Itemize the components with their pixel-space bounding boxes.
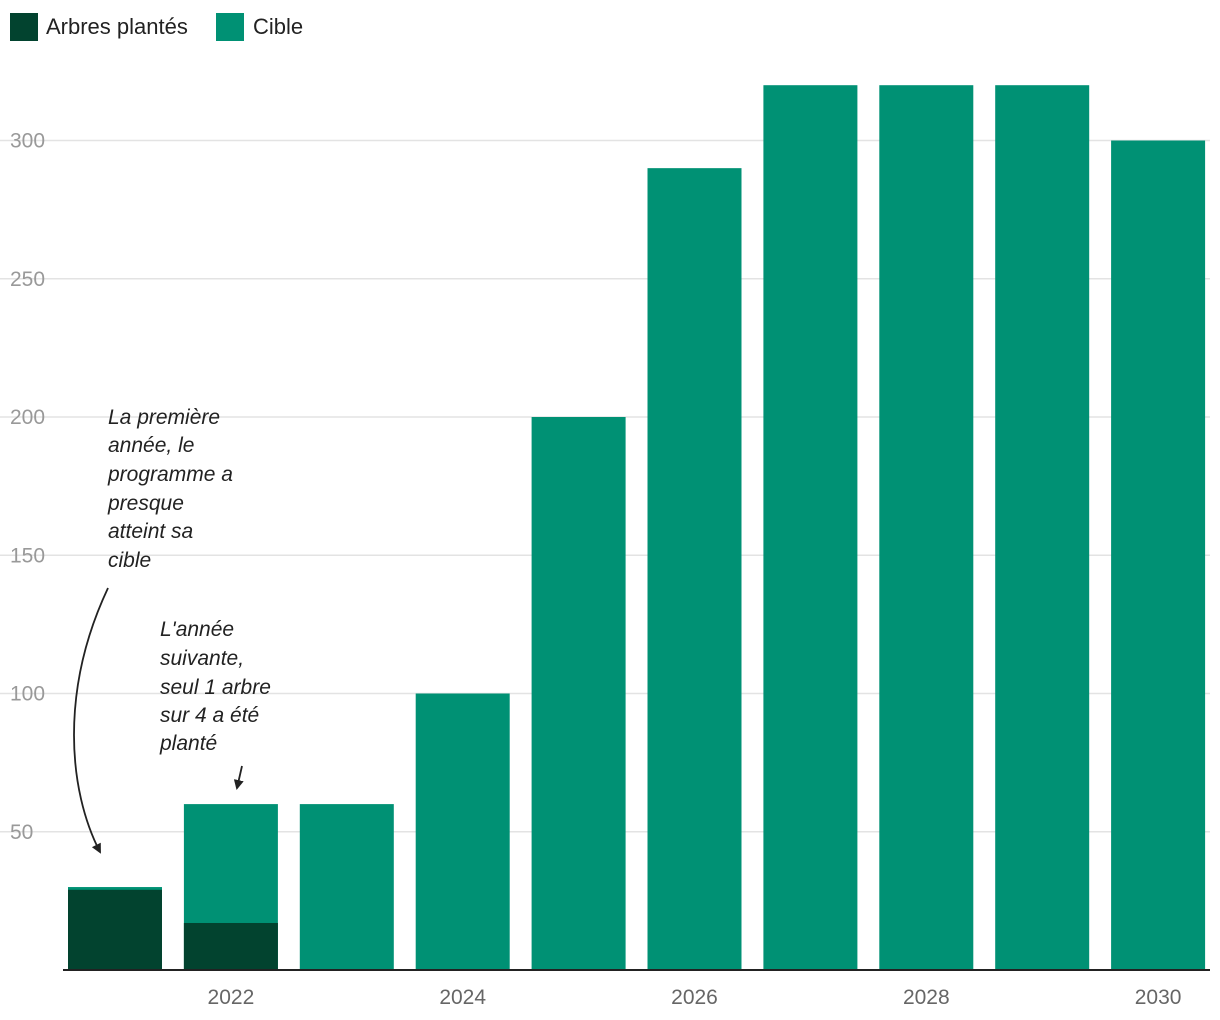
- annotation-first-year: La première année, le programme a presqu…: [73, 406, 233, 854]
- x-tick-label-2024: 2024: [439, 986, 486, 1009]
- y-tick-label-300: 300: [10, 130, 45, 153]
- legend-label-arbres-plantes: Arbres plantés: [46, 14, 188, 39]
- annotation-1-line-4: presque: [107, 492, 184, 515]
- bar-cible-2027: [763, 85, 858, 970]
- x-tick-label-2028: 2028: [903, 986, 950, 1009]
- x-axis-ticks: 2022 2024 2026 2028 2030: [208, 986, 1182, 1009]
- y-tick-label-200: 200: [10, 406, 45, 429]
- annotation-2-line-3: seul 1 arbre: [160, 676, 271, 699]
- annotation-1-line-2: année, le: [108, 434, 194, 457]
- y-tick-label-250: 250: [10, 268, 45, 291]
- annotation-2-line-5: planté: [159, 732, 217, 755]
- x-tick-label-2030: 2030: [1135, 986, 1182, 1009]
- bar-cible-2030: [1111, 140, 1206, 970]
- x-tick-label-2022: 2022: [208, 986, 255, 1009]
- legend-swatch-arbres-plantes: [10, 13, 38, 41]
- bar-cible-2026: [647, 168, 742, 970]
- annotation-1-line-3: programme a: [107, 463, 233, 486]
- y-axis-ticks: 50 100 150 200 250 300: [10, 130, 45, 844]
- bar-arbres-plantes-2021: [68, 889, 162, 970]
- annotation-1-arrow: [73, 587, 109, 854]
- bar-cible-2024: [415, 693, 510, 970]
- legend: Arbres plantés Cible: [10, 13, 303, 41]
- bar-cible-2028: [879, 85, 974, 970]
- bar-cible-2029: [995, 85, 1090, 970]
- annotation-1-line-1: La première: [108, 406, 220, 429]
- bar-cible-2025: [531, 417, 626, 970]
- x-tick-label-2026: 2026: [671, 986, 718, 1009]
- y-tick-label-50: 50: [10, 821, 33, 844]
- annotation-1-line-5: atteint sa: [108, 520, 193, 543]
- annotation-2-line-4: sur 4 a été: [160, 704, 259, 727]
- annotation-2-line-1: L'année: [160, 618, 234, 641]
- y-tick-label-150: 150: [10, 544, 45, 567]
- annotation-second-year: L'année suivante, seul 1 arbre sur 4 a é…: [159, 618, 271, 790]
- bars: [68, 85, 1206, 970]
- annotation-1-line-6: cible: [108, 549, 151, 572]
- annotation-2-arrow: [233, 765, 244, 790]
- legend-label-cible: Cible: [253, 14, 303, 39]
- annotation-2-line-2: suivante,: [160, 647, 244, 670]
- legend-swatch-cible: [216, 13, 244, 41]
- bar-cible-2023: [299, 804, 394, 970]
- y-tick-label-100: 100: [10, 683, 45, 706]
- bar-arbres-plantes-2022: [183, 922, 278, 970]
